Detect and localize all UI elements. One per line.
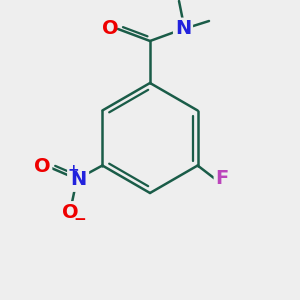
Text: O: O	[102, 19, 118, 38]
Text: −: −	[74, 212, 86, 227]
Text: F: F	[215, 169, 229, 188]
Text: N: N	[175, 20, 191, 38]
Text: N: N	[70, 170, 86, 189]
Text: O: O	[34, 157, 50, 176]
Text: O: O	[62, 203, 78, 222]
Text: +: +	[67, 164, 79, 178]
